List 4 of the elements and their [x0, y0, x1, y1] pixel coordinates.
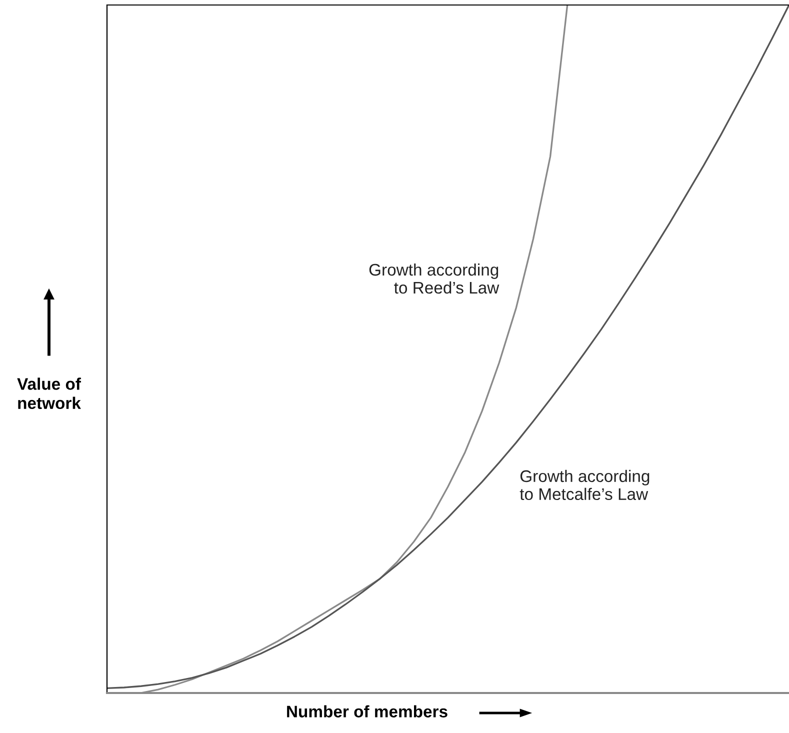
y-axis-title: Value of network	[17, 378, 81, 410]
series-label: Growth according to Reed’s Law	[369, 263, 500, 294]
series-label: Growth according to Metcalfe’s Law	[520, 470, 650, 500]
x-axis-title: Number of members	[287, 705, 448, 718]
